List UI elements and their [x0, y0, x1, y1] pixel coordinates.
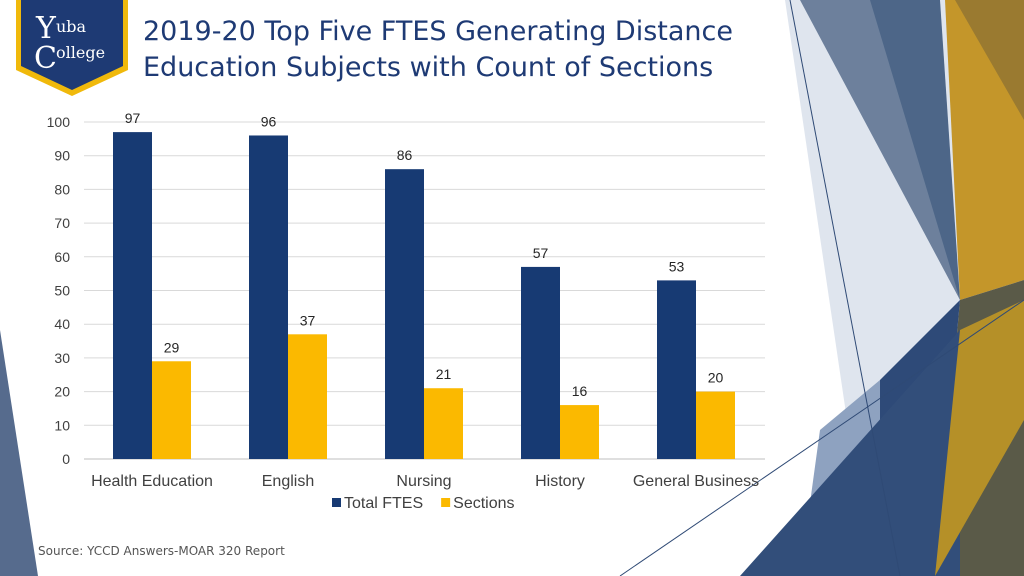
title-line-1: 2019-20 Top Five FTES Generating Distanc… [143, 16, 733, 47]
svg-text:C: C [34, 41, 57, 76]
y-tick-label: 30 [54, 350, 70, 366]
y-tick-label: 80 [54, 181, 70, 197]
x-tick-label: Nursing [396, 473, 451, 490]
data-label: 53 [669, 258, 685, 274]
y-tick-label: 40 [54, 316, 70, 332]
svg-text:Y: Y [35, 11, 57, 46]
y-tick-label: 90 [54, 148, 70, 164]
data-label: 16 [572, 383, 588, 399]
y-tick-label: 0 [62, 451, 70, 467]
legend-swatch [441, 498, 451, 507]
y-tick-label: 70 [54, 215, 70, 231]
y-tick-label: 50 [54, 283, 70, 299]
data-label: 21 [436, 366, 452, 382]
bar [152, 361, 191, 459]
x-tick-label: General Business [633, 473, 759, 490]
svg-text:ollege: ollege [56, 43, 105, 62]
y-tick-label: 100 [47, 114, 71, 130]
data-label: 29 [164, 339, 180, 355]
bar [385, 169, 424, 459]
bar [424, 388, 463, 459]
bar [696, 391, 735, 459]
legend-label: Sections [453, 495, 514, 512]
y-tick-label: 10 [54, 417, 70, 433]
bar [521, 266, 560, 459]
bar [113, 132, 152, 460]
y-tick-label: 20 [54, 384, 70, 400]
legend-label: Total FTES [344, 495, 423, 512]
page-title: 2019-20 Top Five FTES Generating Distanc… [143, 14, 783, 86]
source-note: Source: YCCD Answers-MOAR 320 Report [38, 544, 285, 558]
x-tick-label: History [535, 473, 585, 490]
svg-text:uba: uba [56, 17, 87, 36]
bar [249, 135, 288, 460]
y-tick-label: 60 [54, 249, 70, 265]
title-line-2: Education Subjects with Count of Section… [143, 52, 714, 83]
data-label: 20 [708, 370, 724, 386]
data-label: 86 [397, 147, 413, 163]
legend-swatch [332, 498, 341, 507]
bar [288, 334, 327, 459]
data-label: 97 [125, 110, 141, 126]
data-label: 96 [261, 113, 277, 129]
yuba-college-logo: Y uba C ollege [16, 0, 128, 96]
data-label: 57 [533, 245, 549, 261]
bar [560, 405, 599, 459]
x-tick-label: English [262, 473, 314, 490]
x-tick-label: Health Education [91, 473, 213, 490]
data-label: 37 [300, 312, 316, 328]
bar [657, 280, 696, 459]
